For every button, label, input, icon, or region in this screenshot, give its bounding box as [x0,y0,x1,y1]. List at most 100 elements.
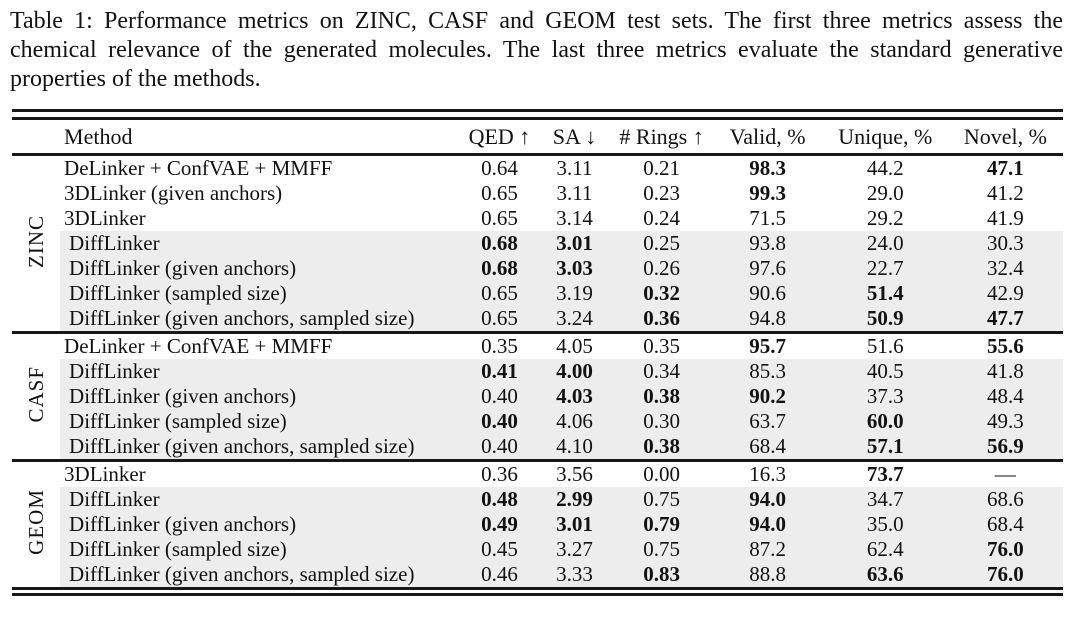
table-bottom-rule [12,587,1063,596]
metric-value: — [947,459,1063,487]
metric-value: 0.64 [481,156,518,180]
method-name: DiffLinker (given anchors) [60,384,461,409]
metric-value: 71.5 [749,206,787,230]
metric-value: 0.75 [610,537,713,562]
metric-value: 0.65 [481,206,518,230]
method-name: DiffLinker [60,231,461,256]
table-row: GEOM 3DLinker 0.36 3.56 0.00 16.3 73.7— [12,459,1063,587]
method-name: DiffLinker (given anchors) [60,256,461,281]
header-row: Method QED ↑ SA ↓ # Rings ↑ Valid, % Uni… [12,120,1063,156]
table-row: DiffLinker (sampled size) 0.40 4.06 0.30 63.… [12,409,1063,434]
metric-value: 99.3 [749,181,787,205]
metric-value: 90.2 [712,384,823,409]
metric-value: 0.65 [460,306,539,333]
metric-value: 32.4 [947,256,1063,281]
group-label-text: CASF [23,365,48,423]
table-header: Method QED ↑ SA ↓ # Rings ↑ Valid, % Uni… [12,120,1063,156]
metric-value: 60.0 [822,409,948,434]
metric-value: 3.14 [556,206,593,230]
metric-value: 0.48 [460,487,539,512]
metric-value: 94.0 [712,487,823,512]
metric-value: 34.7 [822,487,948,512]
metric-value: 0.65 [481,181,518,205]
table-body: ZINC DeLinker + ConfVAE + MMFF 0.64 3.11 0.2… [12,154,1063,587]
metric-value: 3.33 [538,562,611,587]
table-row: 3DLinker (given anchors) 0.65 3.11 0.23 99.3… [12,181,1063,206]
metric-value: 41.9 [987,206,1024,230]
metric-value: 76.0 [947,537,1063,562]
col-header-rings: # Rings ↑ [610,120,713,156]
metric-value: 68.4 [947,512,1063,537]
col-header-unique: Unique, % [822,120,948,156]
metric-value: 63.7 [712,409,823,434]
table-row: DiffLinker (given anchors, sampled size)… [12,562,1063,587]
metric-value: 85.3 [712,359,823,384]
metric-value: 88.8 [712,562,823,587]
table-row: DiffLinker (given anchors, sampled size)… [12,306,1063,333]
metric-value: 40.5 [822,359,948,384]
metric-value: 44.2 [866,156,904,180]
metric-value: 56.9 [947,434,1063,461]
metric-value: 57.1 [822,434,948,461]
metric-value: 4.06 [538,409,611,434]
metric-value: 0.35 [610,331,713,359]
table-row: DiffLinker (given anchors) 0.49 3.01 0.79 94… [12,512,1063,537]
table-row: ZINC DeLinker + ConfVAE + MMFF 0.64 3.11 0.2… [12,154,1063,333]
metric-value: 41.2 [987,181,1024,205]
metric-value: 3.01 [538,231,611,256]
metric-value: 0.40 [460,409,539,434]
metric-value: 49.3 [947,409,1063,434]
metric-value: 76.0 [947,562,1063,587]
table-caption: Table 1: Performance metrics on ZINC, CA… [10,8,1063,92]
metric-value: 97.6 [712,256,823,281]
method-name: DiffLinker [60,359,461,384]
metric-value: 0.40 [460,434,539,461]
metric-value: 0.75 [610,487,713,512]
metric-value: 90.6 [712,281,823,306]
method-name: 3DLinker [60,459,461,487]
metric-value: 0.46 [460,562,539,587]
metric-value: 55.6 [947,331,1063,359]
method-name: DiffLinker (given anchors) [60,512,461,537]
table-row: DiffLinker (given anchors) 0.40 4.03 0.38 90… [12,384,1063,409]
metric-value: 50.9 [822,306,948,333]
metric-value: 3.24 [538,306,611,333]
metric-value: 3.19 [538,281,611,306]
metrics-table: Method QED ↑ SA ↓ # Rings ↑ Valid, % Uni… [12,109,1063,596]
method-name: DiffLinker (given anchors, sampled size) [60,434,461,461]
group-column-spacer [12,120,61,156]
method-name: DeLinker + ConfVAE + MMFF [60,331,461,359]
col-header-sa: SA ↓ [538,120,611,156]
metric-value: 48.4 [947,384,1063,409]
metric-value: 0.24 [643,206,680,230]
method-name: DiffLinker [60,487,461,512]
metric-value: 94.8 [712,306,823,333]
metric-value: 42.9 [947,281,1063,306]
table-row: CASF DeLinker + ConfVAE + MMFF 0.35 4.05 0.3… [12,331,1063,461]
metric-value: 30.3 [947,231,1063,256]
metric-value: 95.7 [712,331,823,359]
col-header-method: Method [60,120,461,156]
metric-value: 73.7 [822,459,948,487]
metric-value: 94.0 [712,512,823,537]
metric-value: 93.8 [712,231,823,256]
metric-value: 0.49 [460,512,539,537]
metric-value: 0.35 [460,331,539,359]
method-name: DiffLinker (given anchors, sampled size) [60,306,461,333]
method-name: DiffLinker (sampled size) [60,281,461,306]
table-top-rule [12,109,1063,120]
table-row: DiffLinker (sampled size) 0.45 3.27 0.75 87.… [12,537,1063,562]
metric-value: 68.4 [712,434,823,461]
metric-value: 0.30 [610,409,713,434]
group-label-geom: GEOM [12,459,61,587]
metric-value: 0.65 [460,281,539,306]
table-row: DiffLinker (given anchors) 0.68 3.03 0.26 97… [12,256,1063,281]
metric-value: 87.2 [712,537,823,562]
metric-value: 35.0 [822,512,948,537]
metric-value: 51.4 [822,281,948,306]
metric-value: 63.6 [822,562,948,587]
metric-value: 68.6 [947,487,1063,512]
metric-value: 4.05 [538,331,611,359]
metric-value: 41.8 [947,359,1063,384]
metric-value: 0.36 [610,306,713,333]
